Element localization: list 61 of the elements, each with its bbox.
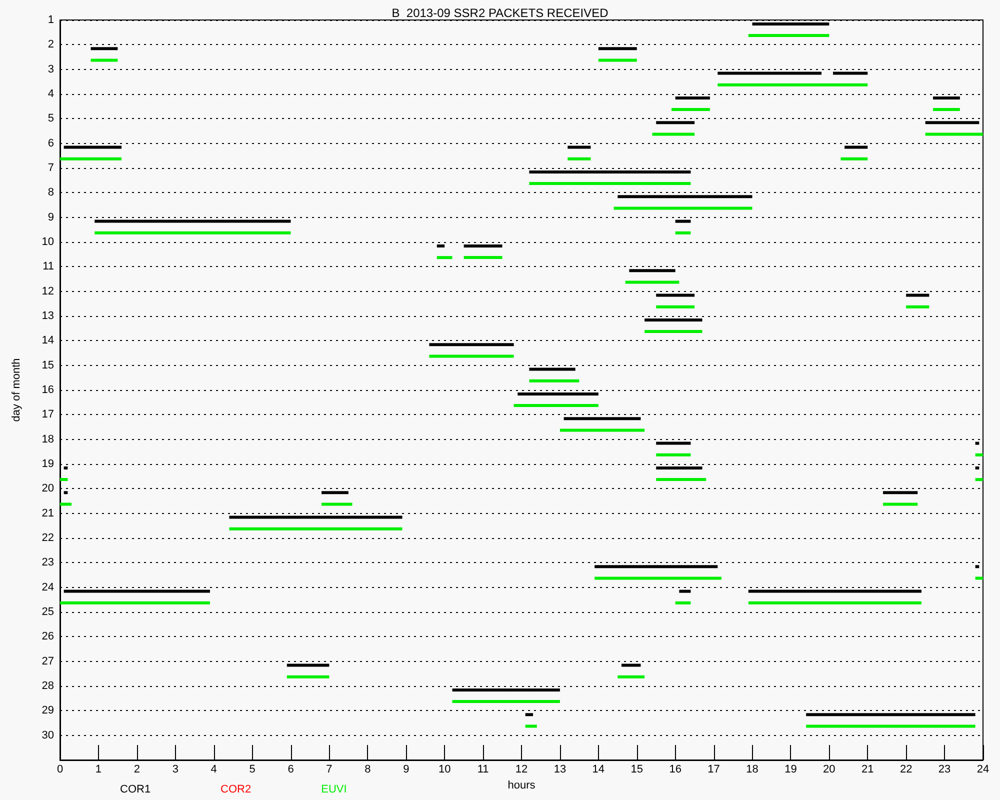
text: EUVI <box>321 784 347 796</box>
x-tick-label: 23 <box>938 764 951 776</box>
text: COR1 <box>120 784 151 796</box>
x-tick-label: 3 <box>172 764 178 776</box>
y-tick-label: 27 <box>42 655 54 668</box>
x-tick-label: 14 <box>592 764 605 776</box>
chart-title: B 2013-09 SSR2 PACKETS RECEIVED <box>392 6 609 20</box>
y-tick-label: 18 <box>42 433 54 446</box>
y-tick-label: 23 <box>42 556 54 569</box>
y-tick-label: 7 <box>48 162 54 174</box>
x-tick-label: 19 <box>784 764 797 776</box>
y-tick-label: 14 <box>42 334 54 347</box>
y-tick-label: 9 <box>48 211 54 224</box>
x-tick-label: 20 <box>823 764 836 776</box>
x-tick-label: 11 <box>477 764 489 776</box>
y-tick-label: 20 <box>42 482 54 495</box>
x-axis-title: hours <box>508 780 536 792</box>
x-tick-label: 24 <box>976 764 990 776</box>
x-tick-label: 2 <box>134 764 140 776</box>
x-tick-label: 8 <box>364 764 371 776</box>
x-tick-label: 18 <box>746 764 758 776</box>
y-tick-label: 6 <box>48 137 54 150</box>
x-tick-label: 10 <box>438 764 451 776</box>
y-axis-title: day of month <box>10 358 22 422</box>
y-tick-label: 4 <box>48 88 54 100</box>
y-tick-label: 12 <box>42 285 54 298</box>
y-tick-label: 22 <box>42 532 54 544</box>
y-tick-label: 10 <box>42 236 54 248</box>
x-tick-label: 15 <box>630 764 643 776</box>
y-tick-label: 17 <box>42 408 54 421</box>
x-tick-label: 6 <box>288 764 294 776</box>
x-tick-label: 17 <box>708 764 720 776</box>
y-tick-label: 26 <box>42 630 54 643</box>
y-tick-label: 25 <box>42 606 54 618</box>
y-tick-label: 30 <box>42 729 54 742</box>
y-tick-label: 5 <box>48 112 54 125</box>
y-tick-label: 28 <box>42 680 54 692</box>
x-tick-label: 5 <box>249 764 256 776</box>
y-tick-label: 15 <box>42 359 54 372</box>
y-tick-label: 21 <box>42 507 54 520</box>
x-tick-label: 21 <box>862 764 874 776</box>
x-tick-label: 0 <box>56 764 64 776</box>
x-tick-label: 13 <box>554 764 566 776</box>
x-tick-label: 16 <box>669 764 682 776</box>
x-tick-label: 1 <box>95 764 102 776</box>
x-tick-label: 12 <box>515 764 528 776</box>
legend-label: COR2 <box>220 784 252 796</box>
x-tick-label: 7 <box>326 764 332 776</box>
y-tick-label: 8 <box>48 186 54 199</box>
y-tick-label: 1 <box>48 14 54 26</box>
y-tick-label: 16 <box>42 384 54 396</box>
y-tick-label: 19 <box>42 458 54 470</box>
x-tick-label: 9 <box>403 764 410 776</box>
y-tick-label: 13 <box>42 310 54 322</box>
y-tick-label: 24 <box>42 581 54 594</box>
x-tick-label: 4 <box>210 764 217 776</box>
y-tick-label: 11 <box>42 260 54 273</box>
x-tick-label: 22 <box>900 764 912 776</box>
y-tick-label: 29 <box>42 704 54 717</box>
y-tick-label: 2 <box>48 38 54 51</box>
y-tick-label: 3 <box>48 63 54 76</box>
